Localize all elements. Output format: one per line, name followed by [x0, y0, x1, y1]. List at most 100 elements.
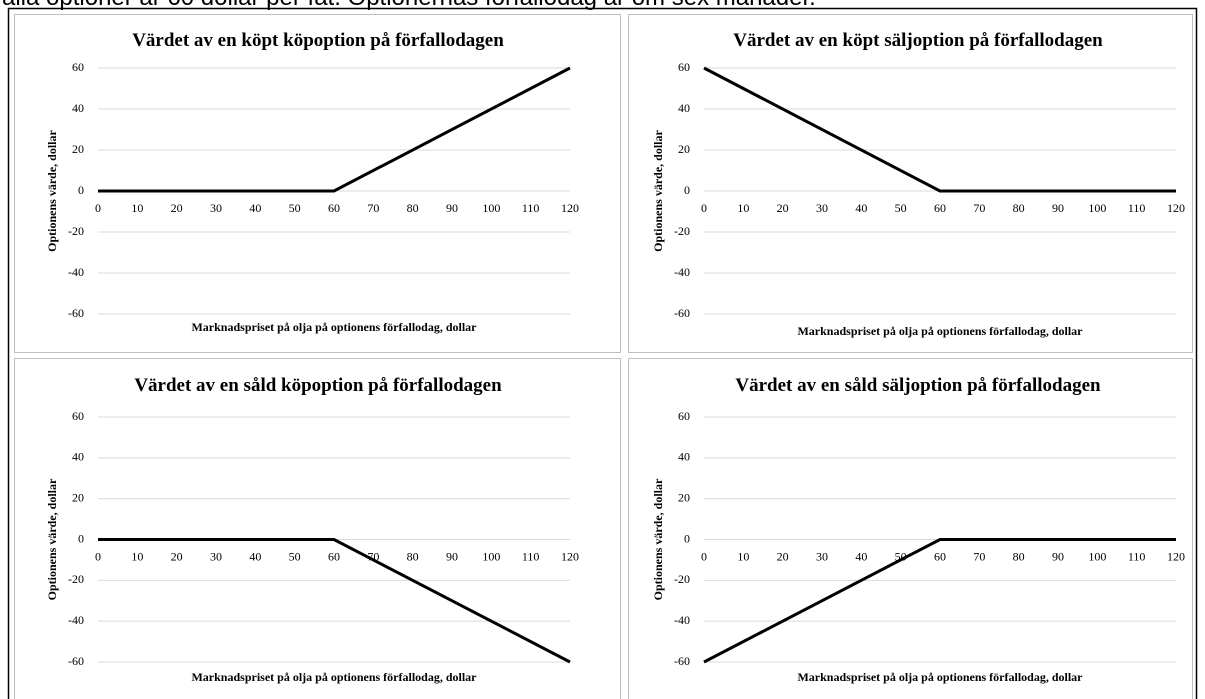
x-tick-label: 10: [131, 549, 143, 563]
x-tick-label: 80: [407, 201, 419, 215]
x-tick-label: 30: [210, 201, 222, 215]
data-line: [98, 538, 571, 664]
x-tick-label: 60: [328, 201, 340, 215]
x-tick-label: 50: [895, 201, 907, 215]
y-tick-label: 40: [678, 101, 690, 115]
y-tick-label: -60: [68, 306, 84, 320]
x-tick-label: 90: [1052, 201, 1064, 215]
y-tick-label: -20: [68, 572, 84, 586]
x-tick-label: 100: [482, 549, 500, 563]
x-tick-label: 10: [737, 201, 749, 215]
y-tick-label: -20: [68, 224, 84, 238]
y-tick-label: 20: [678, 490, 690, 504]
x-tick-label: 40: [855, 549, 867, 563]
x-tick-label: 70: [367, 201, 379, 215]
x-tick-label: 100: [1088, 549, 1106, 563]
x-tick-label: 30: [816, 549, 828, 563]
x-tick-label: 80: [1013, 201, 1025, 215]
panel-frame: [628, 358, 1193, 699]
y-tick-label: -60: [674, 654, 690, 668]
x-tick-label: 60: [328, 549, 340, 563]
y-tick-label: 60: [678, 60, 690, 74]
x-tick-label: 100: [482, 201, 500, 215]
y-tick-label: -40: [674, 613, 690, 627]
y-tick-label: 0: [78, 183, 84, 197]
x-tick-label: 70: [973, 549, 985, 563]
x-tick-label: 20: [171, 549, 183, 563]
chart-title: Värdet av en såld säljoption på förfallo…: [735, 375, 1101, 396]
chart-title: Värdet av en köpt säljoption på förfallo…: [733, 30, 1103, 51]
y-tick-label: 0: [684, 183, 690, 197]
x-tick-label: 40: [249, 549, 261, 563]
panel-frame: [628, 14, 1193, 353]
x-tick-label: 0: [701, 549, 707, 563]
x-tick-label: 110: [522, 201, 540, 215]
y-tick-label: -20: [674, 572, 690, 586]
x-tick-label: 70: [973, 201, 985, 215]
x-axis-label: Marknadspriset på olja på optionens förf…: [191, 320, 477, 334]
x-tick-label: 50: [289, 549, 301, 563]
x-tick-label: 30: [816, 201, 828, 215]
y-tick-label: 20: [72, 142, 84, 156]
y-tick-label: -60: [68, 654, 84, 668]
y-tick-label: 60: [72, 60, 84, 74]
x-tick-label: 60: [934, 549, 946, 563]
y-tick-label: 20: [678, 142, 690, 156]
y-tick-label: 0: [684, 531, 690, 545]
data-line: [98, 66, 571, 193]
x-tick-label: 20: [777, 201, 789, 215]
x-axis-label: Marknadspriset på olja på optionens förf…: [797, 324, 1083, 338]
x-tick-label: 110: [522, 549, 540, 563]
y-tick-label: -20: [674, 224, 690, 238]
x-tick-label: 110: [1128, 549, 1146, 563]
panel-frame: [14, 14, 621, 353]
x-tick-label: 120: [1167, 549, 1185, 563]
y-tick-label: 0: [78, 531, 84, 545]
x-tick-label: 10: [131, 201, 143, 215]
x-tick-label: 0: [95, 549, 101, 563]
x-tick-label: 20: [777, 549, 789, 563]
x-tick-label: 50: [289, 201, 301, 215]
y-tick-label: -40: [68, 613, 84, 627]
y-axis-label: Optionens värde, dollar: [45, 129, 59, 251]
y-tick-label: 40: [72, 450, 84, 464]
y-tick-label: 20: [72, 490, 84, 504]
y-tick-label: 60: [72, 409, 84, 423]
data-line: [703, 66, 1176, 193]
data-line: [703, 538, 1176, 664]
x-axis-label: Marknadspriset på olja på optionens förf…: [797, 670, 1083, 684]
y-tick-label: -40: [68, 265, 84, 279]
header-text: alla optioner är 60 dollar per fat. Opti…: [2, 0, 816, 11]
x-tick-label: 10: [737, 549, 749, 563]
y-tick-label: -40: [674, 265, 690, 279]
chart-title: Värdet av en såld köpoption på förfallod…: [134, 375, 502, 396]
x-tick-label: 120: [1167, 201, 1185, 215]
x-tick-label: 60: [934, 201, 946, 215]
panel-frame: [14, 358, 621, 699]
outer-border: [7, 7, 1198, 699]
x-tick-label: 100: [1088, 201, 1106, 215]
x-tick-label: 20: [171, 201, 183, 215]
x-tick-label: 80: [1013, 549, 1025, 563]
x-tick-label: 0: [95, 201, 101, 215]
x-tick-label: 90: [1052, 549, 1064, 563]
x-tick-label: 120: [561, 201, 579, 215]
x-tick-label: 120: [561, 549, 579, 563]
chart-title: Värdet av en köpt köpoption på förfallod…: [132, 30, 504, 51]
x-tick-label: 40: [855, 201, 867, 215]
y-tick-label: 60: [678, 409, 690, 423]
y-axis-label: Optionens värde, dollar: [45, 478, 59, 600]
x-tick-label: 80: [407, 549, 419, 563]
x-tick-label: 0: [701, 201, 707, 215]
x-tick-label: 90: [446, 549, 458, 563]
y-tick-label: 40: [678, 450, 690, 464]
y-tick-label: -60: [674, 306, 690, 320]
y-tick-label: 40: [72, 101, 84, 115]
y-axis-label: Optionens värde, dollar: [651, 129, 665, 251]
x-tick-label: 30: [210, 549, 222, 563]
y-axis-label: Optionens värde, dollar: [651, 478, 665, 600]
x-axis-label: Marknadspriset på olja på optionens förf…: [191, 670, 477, 684]
x-tick-label: 90: [446, 201, 458, 215]
x-tick-label: 110: [1128, 201, 1146, 215]
